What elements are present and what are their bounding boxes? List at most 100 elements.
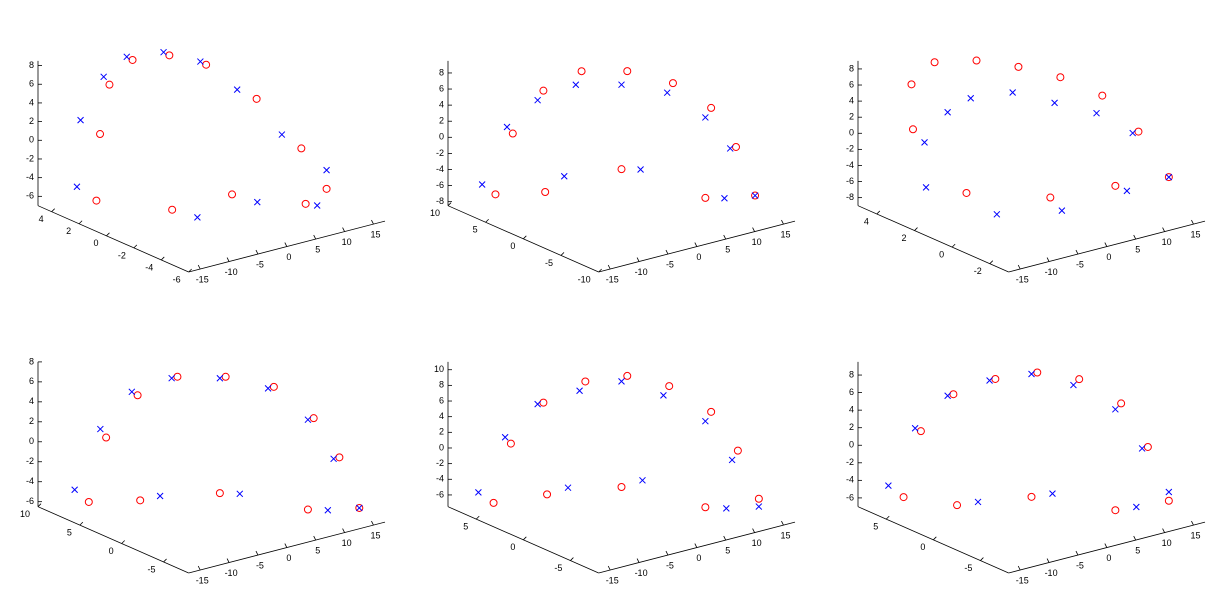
x-tick-label: -15 [1016, 575, 1029, 585]
point [733, 446, 742, 455]
y-tick-label: -2 [974, 266, 982, 276]
x-tick-label: 15 [370, 229, 380, 239]
y-tick-label: 0 [510, 542, 515, 552]
x-tick [1162, 227, 1165, 232]
x-tick-label: -5 [1076, 259, 1084, 269]
z-tick-label: 6 [439, 83, 444, 93]
point [168, 205, 177, 214]
point [618, 377, 625, 385]
x-tick-label: 5 [1135, 545, 1140, 555]
point [908, 125, 917, 134]
y-tick-label: -5 [545, 258, 553, 268]
point [322, 184, 331, 193]
point [1164, 173, 1173, 182]
point [330, 455, 337, 463]
z-tick-label: 2 [849, 112, 854, 122]
point [1049, 490, 1056, 497]
x-tick-label: 15 [1190, 530, 1200, 540]
z-tick-label: 8 [29, 60, 34, 70]
z-tick-label: 8 [849, 369, 854, 379]
x-tick [752, 227, 755, 232]
point [173, 372, 182, 381]
z-tick-label: -4 [26, 172, 34, 182]
point [1111, 181, 1120, 190]
point [755, 503, 763, 510]
x-tick [371, 520, 374, 526]
point [168, 374, 176, 382]
point [491, 190, 500, 199]
point [1058, 207, 1066, 215]
point [73, 183, 81, 191]
x-tick [723, 535, 727, 541]
point [324, 506, 332, 514]
point [92, 196, 101, 205]
point [165, 51, 174, 60]
point [77, 116, 84, 124]
z-tick-label: 4 [29, 396, 34, 406]
point [899, 493, 908, 502]
point [194, 214, 201, 221]
point [301, 199, 310, 208]
point [1164, 496, 1173, 505]
x-tick [1191, 520, 1194, 526]
y-tick [121, 540, 125, 544]
y-tick [523, 536, 527, 541]
point [623, 67, 632, 76]
point [944, 392, 951, 400]
panel: -15 -10 -5 0 5 10 15 -5 0 5 -6 -4 -2 0 2 4 6 8 10 [434, 361, 796, 585]
point [313, 202, 321, 209]
y-tick [447, 202, 452, 206]
point [668, 79, 677, 88]
point [508, 129, 517, 138]
x-tick [665, 249, 669, 255]
x-tick-label: -15 [606, 274, 619, 284]
x-tick [197, 565, 201, 571]
z-tick-label: 0 [849, 128, 854, 138]
y-tick-label: 10 [20, 509, 30, 519]
point [665, 382, 674, 391]
z-tick-label: -6 [846, 492, 854, 502]
y-tick [885, 515, 890, 520]
point [297, 144, 306, 153]
x-tick [636, 558, 640, 563]
point [506, 439, 515, 448]
point [1165, 173, 1173, 181]
point [1014, 62, 1023, 71]
point [751, 192, 759, 199]
z-tick-label: 4 [849, 405, 854, 415]
z-tick-label: 2 [29, 116, 34, 126]
x-tick [1017, 264, 1021, 270]
y-tick [37, 503, 42, 507]
point [949, 390, 958, 399]
z-tick-label: -4 [436, 474, 444, 484]
point [754, 494, 763, 503]
x-tick [781, 520, 784, 526]
y-tick [106, 232, 110, 237]
point [581, 377, 590, 386]
point [71, 486, 79, 494]
point [133, 391, 142, 400]
point [323, 166, 330, 174]
y-axis [37, 205, 189, 273]
point [962, 188, 971, 197]
x-tick [694, 543, 698, 548]
z-tick-label: 2 [439, 427, 444, 437]
x-tick-label: -10 [1045, 568, 1058, 578]
point [304, 416, 312, 424]
point [974, 498, 982, 506]
point [534, 400, 541, 408]
point [539, 86, 548, 95]
point [215, 489, 224, 498]
y-tick-label: 10 [430, 208, 440, 218]
point [269, 382, 278, 391]
point [503, 123, 511, 131]
y-tick [163, 558, 167, 563]
z-tick-label: 6 [439, 395, 444, 405]
x-tick-label: 0 [1106, 252, 1111, 262]
point [1098, 91, 1107, 100]
y-tick-label: 4 [39, 214, 44, 224]
x-tick [1017, 565, 1021, 571]
x-tick-label: 0 [696, 252, 701, 262]
point [618, 81, 625, 89]
y-axis [37, 506, 189, 574]
